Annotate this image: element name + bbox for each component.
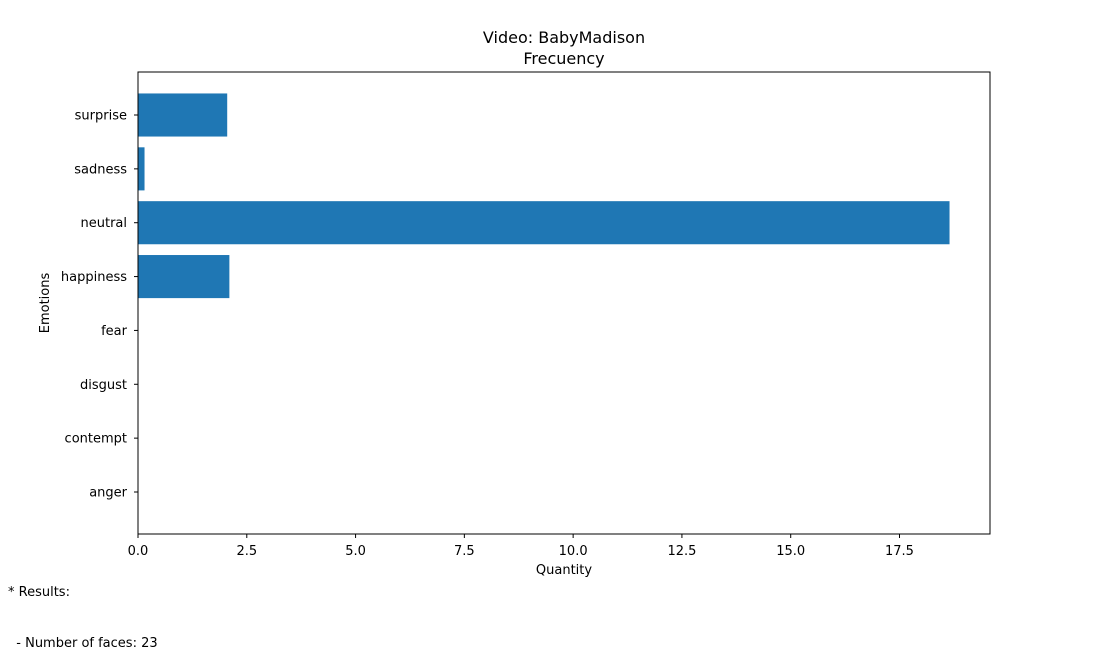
y-axis-ticks: anger contempt disgust fear happiness neutral… bbox=[61, 109, 138, 501]
x-tick-label: 10.0 bbox=[559, 544, 588, 559]
y-axis-label: Emotions bbox=[38, 273, 53, 334]
x-axis-label: Quantity bbox=[536, 563, 592, 578]
plot-frame bbox=[137, 71, 991, 535]
bar-sadness bbox=[138, 147, 145, 191]
results-heading: * Results: bbox=[8, 585, 70, 600]
x-tick-label: 12.5 bbox=[667, 544, 696, 559]
y-tick-label-happiness: happiness bbox=[61, 270, 127, 285]
x-tick-label: 7.5 bbox=[454, 544, 475, 559]
bar-happiness bbox=[138, 255, 230, 299]
emotion-frequency-chart: Video: BabyMadison Frecuency anger contem… bbox=[38, 28, 991, 578]
x-tick-label: 2.5 bbox=[236, 544, 257, 559]
y-tick-label-fear: fear bbox=[101, 324, 128, 339]
x-tick-label: 15.0 bbox=[776, 544, 805, 559]
y-tick-label-contempt: contempt bbox=[65, 432, 127, 447]
bar-neutral bbox=[138, 201, 950, 245]
x-tick-label: 0.0 bbox=[128, 544, 149, 559]
chart-subtitle: Frecuency bbox=[523, 49, 604, 68]
y-tick-label-disgust: disgust bbox=[80, 378, 127, 393]
y-tick-label-anger: anger bbox=[89, 486, 127, 501]
x-tick-label: 17.5 bbox=[885, 544, 914, 559]
faces-count-line: - Number of faces: 23 bbox=[8, 636, 158, 651]
results-footnote: * Results: - Number of faces: 23 bbox=[8, 550, 158, 669]
y-tick-label-neutral: neutral bbox=[81, 216, 128, 231]
bar-surprise bbox=[138, 93, 228, 137]
chart-title: Video: BabyMadison bbox=[483, 28, 645, 47]
x-axis-ticks: 0.0 2.5 5.0 7.5 10.0 12.5 15.0 17.5 bbox=[128, 534, 914, 559]
y-tick-label-surprise: surprise bbox=[75, 109, 127, 124]
x-tick-label: 5.0 bbox=[345, 544, 366, 559]
y-tick-label-sadness: sadness bbox=[74, 162, 127, 177]
bars-layer bbox=[138, 93, 950, 299]
